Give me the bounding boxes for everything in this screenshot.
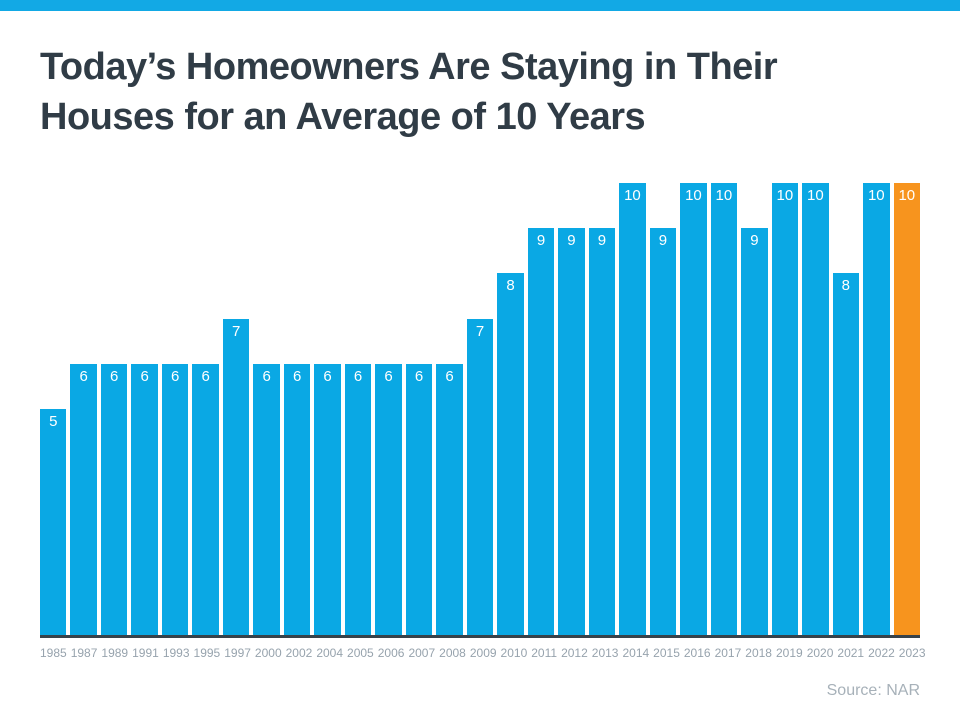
x-tick-label: 2000	[254, 646, 282, 660]
bar-2010: 8	[497, 273, 524, 635]
bar-value-label: 9	[536, 232, 546, 249]
bar-value-label: 9	[567, 232, 576, 249]
bar-2004: 6	[314, 364, 341, 635]
bar-value-label: 6	[79, 368, 88, 385]
x-tick-label: 1987	[70, 646, 98, 660]
bar-value-label: 6	[110, 368, 119, 385]
bar-2009: 7	[466, 319, 494, 635]
source-label: Source: NAR	[826, 682, 920, 699]
bar-1997: 7	[222, 319, 250, 635]
bar-2013: 9	[588, 228, 616, 635]
bar-1995: 6	[192, 364, 219, 635]
bar-2022: 10	[863, 183, 890, 635]
x-tick-label: 2021	[837, 646, 865, 660]
bar-value-label: 10	[715, 187, 733, 204]
bar-2021: 8	[832, 273, 860, 635]
bar-value-label: 6	[414, 368, 424, 385]
bar-value-label: 6	[171, 368, 180, 385]
bar-chart: 5 6 6 6 6 6 7 6 6 6 6 6 6 6 7 8 9 9 9 10 9 10 10 9 10 10 8 10 10	[40, 183, 921, 638]
x-tick-label: 1995	[193, 646, 221, 660]
x-tick-label: 2015	[653, 646, 680, 660]
bar-1991: 6	[131, 364, 158, 635]
x-tick-label: 2009	[469, 646, 497, 660]
bar-2007: 6	[405, 364, 433, 635]
x-tick-label: 2005	[347, 646, 374, 660]
x-tick-label: 2011	[531, 646, 558, 660]
x-tick-label: 2018	[745, 646, 772, 660]
bar-value-label: 6	[384, 368, 393, 385]
x-tick-label: 1989	[101, 646, 129, 660]
x-tick-label: 1997	[224, 646, 251, 660]
x-tick-label: 2012	[561, 646, 588, 660]
bar-value-label: 10	[685, 187, 702, 204]
bar-2012: 9	[558, 228, 585, 635]
chart-title-line-1: Today’s Homeowners Are Staying in Their	[40, 46, 778, 88]
x-tick-label: 2010	[500, 646, 528, 660]
bar-2000: 6	[253, 364, 280, 635]
x-tick-label: 2017	[714, 646, 742, 660]
x-tick-label: 1993	[162, 646, 190, 660]
bar-2019: 10	[771, 183, 799, 635]
x-tick-label: 2013	[591, 646, 619, 660]
bar-value-label: 9	[750, 232, 759, 249]
x-tick-label: 2020	[806, 646, 834, 660]
bar-2008: 6	[436, 364, 463, 635]
bar-value-label: 10	[867, 187, 885, 204]
bar-value-label: 10	[898, 187, 916, 204]
top-accent-bar	[0, 0, 960, 11]
x-axis-labels: 1985 1987 1989 1991 1993 1995 1997 2000 2002 2004…	[40, 646, 926, 660]
x-tick-label: 1991	[132, 646, 159, 660]
bar-value-label: 7	[475, 323, 485, 340]
bar-value-label: 10	[776, 187, 794, 204]
x-tick-label: 2008	[439, 646, 466, 660]
chart-title-line-2: Houses for an Average of 10 Years	[40, 96, 646, 138]
bar-value-label: 6	[262, 368, 271, 385]
x-tick-label: 2002	[285, 646, 313, 660]
bar-value-label: 8	[841, 277, 850, 294]
x-tick-label: 2004	[316, 646, 344, 660]
bar-2023: 10	[893, 183, 921, 635]
bar-1993: 6	[161, 364, 189, 635]
bar-2011: 9	[527, 228, 555, 635]
x-tick-label: 2007	[408, 646, 436, 660]
bar-value-label: 8	[506, 277, 515, 294]
bar-value-label: 5	[49, 413, 58, 430]
bar-1987: 6	[70, 364, 97, 635]
bar-2014: 10	[619, 183, 646, 635]
bar-2016: 10	[680, 183, 707, 635]
bar-2018: 9	[741, 228, 768, 635]
x-tick-label: 2019	[775, 646, 803, 660]
bar-2015: 9	[649, 228, 677, 635]
bar-1985: 5	[40, 409, 67, 635]
bar-value-label: 6	[353, 368, 363, 385]
bar-value-label: 6	[201, 368, 210, 385]
x-tick-label: 2006	[377, 646, 405, 660]
bar-2006: 6	[375, 364, 402, 635]
x-tick-label: 2023	[898, 646, 926, 660]
bar-2002: 6	[283, 364, 311, 635]
bar-value-label: 6	[323, 368, 332, 385]
bar-value-label: 10	[624, 187, 641, 204]
chart-title: Today’s Homeowners Are Staying in Their H…	[40, 42, 940, 142]
bar-value-label: 10	[807, 187, 824, 204]
bar-value-label: 9	[597, 232, 607, 249]
x-tick-label: 2016	[683, 646, 711, 660]
bar-1989: 6	[100, 364, 128, 635]
bar-value-label: 7	[231, 323, 241, 340]
bar-2005: 6	[344, 364, 372, 635]
x-tick-label: 2022	[868, 646, 895, 660]
bar-2020: 10	[802, 183, 829, 635]
x-tick-label: 1985	[40, 646, 67, 660]
bar-value-label: 6	[292, 368, 302, 385]
bar-value-label: 6	[445, 368, 454, 385]
bar-value-label: 9	[658, 232, 668, 249]
x-tick-label: 2014	[622, 646, 650, 660]
bar-2017: 10	[710, 183, 738, 635]
bar-value-label: 6	[140, 368, 149, 385]
